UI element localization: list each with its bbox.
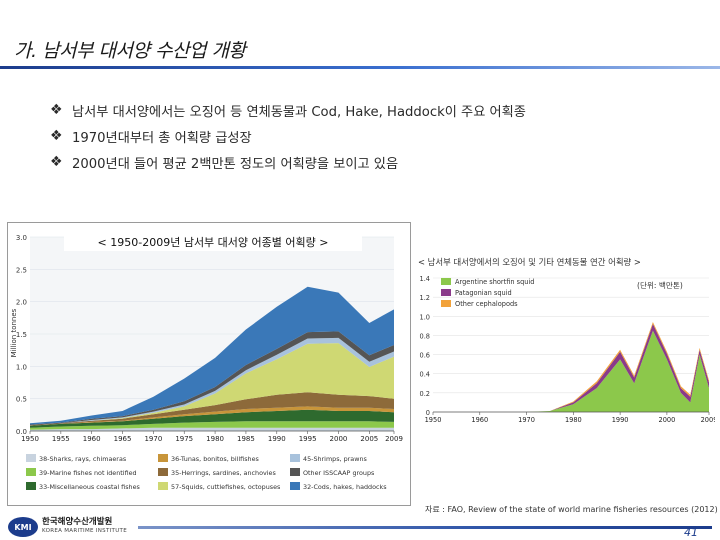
kmi-logo-mark: KMI xyxy=(8,517,38,537)
x-tick-label: 1985 xyxy=(237,435,255,443)
chart-title-bg xyxy=(64,233,362,251)
legend-label: 35-Herrings, sardines, anchovies xyxy=(171,469,276,477)
x-tick-label: 2009 xyxy=(385,435,403,443)
series-area xyxy=(30,392,394,426)
footer-rule xyxy=(138,526,712,529)
y-tick-label: 0 xyxy=(426,409,430,417)
x-tick-label: 1990 xyxy=(612,416,629,424)
x-tick-label: 1975 xyxy=(175,435,193,443)
x-tick-label: 2009 xyxy=(701,416,715,424)
legend-label: 36-Tunas, bonitos, billfishes xyxy=(171,455,260,463)
y-tick-label: 0.4 xyxy=(420,371,431,379)
x-tick-label: 2005 xyxy=(360,435,378,443)
legend-label: 39-Marine fishes not identified xyxy=(39,469,137,477)
series-area xyxy=(30,421,394,430)
x-tick-label: 1970 xyxy=(144,435,162,443)
bullet-text: 1970년대부터 총 어획량 급성장 xyxy=(72,130,252,146)
catch-by-species-chart: 0.0 0.5 1.0 1.5 2.0 2.5 3.0 1950 1955 1960 1965 197… xyxy=(7,222,411,506)
y-tick-label: 1.0 xyxy=(16,363,27,371)
squid-chart-title: < 남서부 대서양에서의 오징어 및 기타 연체동물 연간 어획량 > xyxy=(418,257,641,267)
legend-swatch xyxy=(26,482,36,490)
bullet-text: 2000년대 들어 평균 2백만톤 정도의 어획량을 보이고 있음 xyxy=(72,156,399,172)
legend-swatch xyxy=(158,482,168,490)
legend-label: Other cephalopods xyxy=(455,300,518,308)
x-tick-label: 1960 xyxy=(83,435,101,443)
x-tick-label: 1990 xyxy=(268,435,286,443)
y-tick-label: 0.6 xyxy=(420,352,431,360)
legend-label: Patagonian squid xyxy=(455,289,512,297)
diamond-bullet-icon: ❖ xyxy=(50,154,63,170)
page-number: 41 xyxy=(684,526,698,539)
series-area xyxy=(30,406,394,426)
x-tick-label: 1995 xyxy=(299,435,317,443)
squid-catch-svg: 0 0.2 0.4 0.6 0.8 1.0 1.2 1.4 1950 1960 1970 1980 19… xyxy=(420,275,718,424)
series-area xyxy=(30,286,394,425)
y-tick-label: 0.8 xyxy=(420,332,431,340)
y-tick-label: 0.0 xyxy=(16,428,27,436)
series-area xyxy=(30,427,394,431)
slide-title: 가. 남서부 대서양 수산업 개황 xyxy=(14,40,246,62)
y-tick-label: 2.0 xyxy=(16,299,27,307)
x-tick-label: 1965 xyxy=(114,435,132,443)
y-axis-label: Million tonnes xyxy=(10,308,18,357)
title-bar: 가. 남서부 대서양 수산업 개황 xyxy=(0,0,720,72)
diamond-bullet-icon: ❖ xyxy=(50,102,63,118)
x-tick-label: 1980 xyxy=(565,416,582,424)
x-tick-label: 1960 xyxy=(471,416,488,424)
x-tick-label: 1980 xyxy=(206,435,224,443)
legend-swatch xyxy=(441,300,451,307)
bullet-item: ❖ 남서부 대서양에서는 오징어 등 연체동물과 Cod, Hake, Hadd… xyxy=(50,97,690,123)
legend-label: 38-Sharks, rays, chimaeras xyxy=(39,455,127,463)
squid-catch-chart: 0 0.2 0.4 0.6 0.8 1.0 1.2 1.4 1950 1960 1970 1980 19… xyxy=(413,248,718,428)
legend-swatch xyxy=(290,454,300,462)
bullet-list: ❖ 남서부 대서양에서는 오징어 등 연체동물과 Cod, Hake, Hadd… xyxy=(50,97,690,175)
y-tick-label: 3.0 xyxy=(16,234,27,242)
legend-label: 33-Miscellaneous coastal fishes xyxy=(39,483,141,491)
logo-name-ko: 한국해양수산개발원 xyxy=(42,517,113,527)
x-tick-label: 1950 xyxy=(425,416,442,424)
diamond-bullet-icon: ❖ xyxy=(50,128,63,144)
catch-by-species-svg: 0.0 0.5 1.0 1.5 2.0 2.5 3.0 1950 1955 1960 1965 197… xyxy=(10,233,403,491)
legend-swatch xyxy=(158,454,168,462)
x-tick-label: 1955 xyxy=(52,435,70,443)
legend-swatch xyxy=(158,468,168,476)
y-tick-label: 1.0 xyxy=(420,313,431,321)
legend-label: 32-Cods, hakes, haddocks xyxy=(303,483,387,491)
x-tick-label: 2000 xyxy=(659,416,676,424)
bullet-text: 남서부 대서양에서는 오징어 등 연체동물과 Cod, Hake, Haddoc… xyxy=(72,104,526,120)
kmi-logo: KMI 한국해양수산개발원 KOREA MARITIME INSTITUTE xyxy=(8,516,127,538)
legend-label: Other ISSCAAP groups xyxy=(303,469,375,477)
bullet-item: ❖ 2000년대 들어 평균 2백만톤 정도의 어획량을 보이고 있음 xyxy=(50,149,690,175)
y-tick-label: 1.4 xyxy=(420,275,431,283)
bullet-item: ❖ 1970년대부터 총 어획량 급성장 xyxy=(50,123,690,149)
legend-swatch xyxy=(26,468,36,476)
y-tick-label: 2.5 xyxy=(16,266,27,274)
legend-swatch xyxy=(26,454,36,462)
series-area xyxy=(433,330,709,412)
y-tick-label: 0.2 xyxy=(420,390,431,398)
y-tick-label: 0.5 xyxy=(16,396,27,404)
legend-swatch xyxy=(290,482,300,490)
title-rule xyxy=(0,66,720,69)
legend-swatch xyxy=(441,289,451,296)
legend-label: 57-Squids, cuttlefishes, octopuses xyxy=(171,483,281,491)
y-tick-label: 1.5 xyxy=(16,331,27,339)
x-tick-label: 1970 xyxy=(518,416,535,424)
kmi-logo-text: 한국해양수산개발원 KOREA MARITIME INSTITUTE xyxy=(42,518,127,536)
source-note: 자료 : FAO, Review of the state of world m… xyxy=(425,505,718,514)
legend-swatch xyxy=(290,468,300,476)
logo-name-en: KOREA MARITIME INSTITUTE xyxy=(42,528,127,534)
series-area xyxy=(30,343,394,426)
chart-title: < 1950-2009년 남서부 대서양 어종별 어획량 > xyxy=(98,236,329,249)
legend-label: 45-Shrimps, prawns xyxy=(303,455,367,463)
x-tick-label: 1950 xyxy=(21,435,39,443)
series-area xyxy=(30,409,394,428)
legend-label: Argentine shortfin squid xyxy=(455,278,534,286)
x-tick-label: 2000 xyxy=(330,435,348,443)
squid-chart-unit: (단위: 백만톤) xyxy=(637,281,683,290)
y-tick-label: 1.2 xyxy=(420,294,431,302)
legend-swatch xyxy=(441,278,451,285)
